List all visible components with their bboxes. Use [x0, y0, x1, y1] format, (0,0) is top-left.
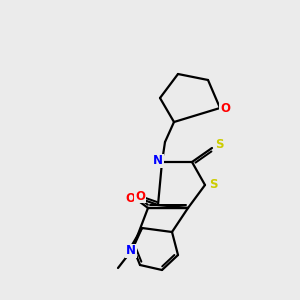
Text: N: N — [153, 154, 163, 167]
Text: O: O — [220, 101, 230, 115]
Text: O: O — [135, 190, 145, 202]
Text: O: O — [125, 191, 135, 205]
Text: S: S — [209, 178, 217, 191]
Text: S: S — [215, 139, 223, 152]
Text: N: N — [126, 244, 136, 257]
